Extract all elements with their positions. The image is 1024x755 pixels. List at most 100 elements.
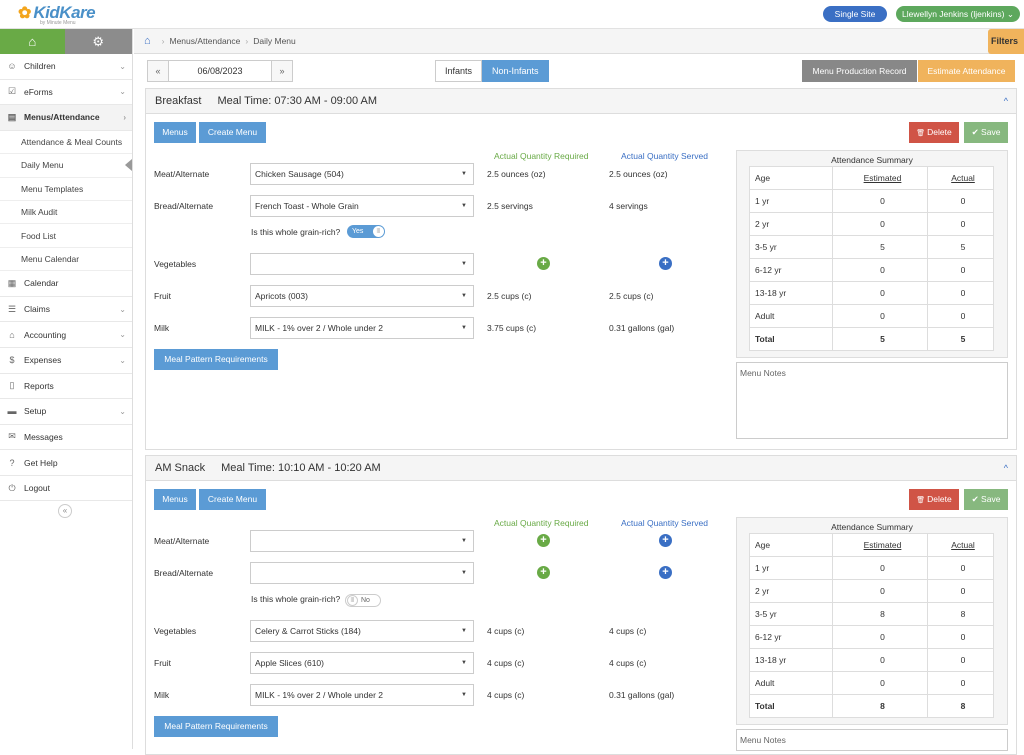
menu-production-record-button[interactable]: Menu Production Record [802,60,917,82]
sidebar-subitem-food-list[interactable]: Food List [0,224,132,248]
add-required-quantity-icon[interactable]: + [537,257,550,270]
whole-grain-toggle[interactable]: ||| No [345,594,381,607]
chevron-icon: ⌄ [119,87,126,97]
qty-served-value: 0.31 gallons (gal) [609,690,675,700]
col-actual-header[interactable]: Actual [927,533,994,557]
estimated-cell: 5 [832,327,928,351]
col-estimated-header[interactable]: Estimated [832,533,928,557]
age-cell: 6-12 yr [749,625,833,649]
component-label: Bread/Alternate [154,568,214,578]
food-select[interactable]: ▼ [250,562,474,584]
estimated-cell: 5 [832,235,928,259]
sidebar-item-eforms[interactable]: ☑ eForms ⌄ [0,80,132,106]
breadcrumb-parent[interactable]: Menus/Attendance [169,36,241,46]
food-select[interactable]: MILK - 1% over 2 / Whole under 2 ▼ [250,684,474,706]
sidebar-item-reports[interactable]: ▯ Reports [0,374,132,400]
estimate-attendance-button[interactable]: Estimate Attendance [918,60,1015,82]
create-menu-button[interactable]: Create Menu [199,489,266,510]
settings-button[interactable]: ⚙ [64,29,132,54]
attendance-row: Total 5 5 [749,327,994,351]
food-select[interactable]: Chicken Sausage (504) ▼ [250,163,474,185]
qty-served-header: Actual Quantity Served [621,151,708,161]
sidebar-subitem-milk-audit[interactable]: Milk Audit [0,201,132,225]
next-date-button[interactable]: » [271,60,293,82]
whole-grain-toggle[interactable]: Yes ||| [347,225,385,238]
qty-required-value: 4 cups (c) [487,690,525,700]
add-served-quantity-icon[interactable]: + [659,257,672,270]
collapse-sidebar-button[interactable]: « [58,504,72,518]
sidebar-item-expenses[interactable]: $ Expenses ⌄ [0,348,132,374]
sidebar-item-get-help[interactable]: ? Get Help [0,450,132,476]
infants-tab[interactable]: Infants [435,60,483,82]
sidebar-subitem-attendance-meal-counts[interactable]: Attendance & Meal Counts [0,131,132,155]
dollar-icon: $ [9,355,15,366]
date-input[interactable]: 06/08/2023 [169,60,271,82]
check-circle-icon: ✔ [971,127,982,137]
collapse-caret-icon[interactable]: ^ [1003,463,1008,473]
component-label: Vegetables [154,259,197,269]
sidebar-item-claims[interactable]: ☰ Claims ⌄ [0,297,132,323]
create-menu-button[interactable]: Create Menu [199,122,266,143]
sidebar-item-menus-attendance[interactable]: ▤ Menus/Attendance › [0,105,132,131]
food-select[interactable]: Apricots (003) ▼ [250,285,474,307]
attendance-row: 6-12 yr 0 0 [749,625,994,649]
non-infants-tab[interactable]: Non-Infants [482,60,549,82]
toggle-yes-label: Yes [352,228,364,235]
sidebar-item-messages[interactable]: ✉ Messages [0,425,132,451]
sidebar-item-label: Logout [24,483,50,494]
add-served-quantity-icon[interactable]: + [659,566,672,579]
food-select[interactable]: ▼ [250,530,474,552]
prev-date-button[interactable]: « [147,60,169,82]
col-age-header: Age [749,533,833,557]
delete-button[interactable]: 🗑 Delete [909,122,959,143]
food-select[interactable]: French Toast - Whole Grain ▼ [250,195,474,217]
sidebar-item-calendar[interactable]: ▦ Calendar [0,271,132,297]
col-actual-header[interactable]: Actual [927,166,994,190]
collapse-caret-icon[interactable]: ^ [1003,96,1008,106]
breadcrumb-home-icon[interactable]: ⌂ [144,35,151,47]
sidebar-item-logout[interactable]: ⏻ Logout [0,476,132,502]
checkbox-icon: ☑ [7,86,17,97]
sidebar-subitem-daily-menu[interactable]: Daily Menu [0,154,132,178]
whole-grain-question: Is this whole grain-rich? [251,594,341,604]
menu-notes-field[interactable]: Menu Notes [736,729,1008,751]
dropdown-arrow-icon: ▼ [461,171,467,177]
qty-served-header: Actual Quantity Served [621,518,708,528]
food-select[interactable]: Celery & Carrot Sticks (184) ▼ [250,620,474,642]
food-select[interactable]: ▼ [250,253,474,275]
add-required-quantity-icon[interactable]: + [537,566,550,579]
user-name: Llewellyn Jenkins (ljenkins) [901,9,1005,19]
sidebar-subitem-menu-templates[interactable]: Menu Templates [0,178,132,201]
home-button[interactable]: ⌂ [0,29,65,54]
save-button[interactable]: ✔ Save [964,489,1008,510]
meal-pattern-button[interactable]: Meal Pattern Requirements [154,349,278,370]
food-select[interactable]: Apple Slices (610) ▼ [250,652,474,674]
meal-pattern-button[interactable]: Meal Pattern Requirements [154,716,278,737]
add-required-quantity-icon[interactable]: + [537,534,550,547]
menus-button[interactable]: Menus [154,489,196,510]
kidkare-logo[interactable]: ✿ KidKare [18,3,96,23]
sidebar-item-accounting[interactable]: ⌂ Accounting ⌄ [0,322,132,348]
save-button[interactable]: ✔ Save [964,122,1008,143]
sidebar-item-label: Reports [24,380,54,391]
site-selector-button[interactable]: Single Site [823,6,887,22]
sidebar-item-children[interactable]: ☺ Children ⌄ [0,54,132,80]
sidebar-item-setup[interactable]: ▬ Setup ⌄ [0,399,132,425]
menu-notes-field[interactable]: Menu Notes [736,362,1008,439]
col-estimated-header[interactable]: Estimated [832,166,928,190]
dropdown-arrow-icon: ▼ [461,325,467,331]
breadcrumb-separator: › [161,36,165,46]
attendance-table: Age Estimated Actual 1 yr 0 0 2 yr 0 0 3-5 yr 5 5 6-… [749,166,994,351]
food-select-value: MILK - 1% over 2 / Whole under 2 [255,323,384,333]
qty-required-value: 3.75 cups (c) [487,323,537,333]
filters-button[interactable]: Filters ⌄ [988,29,1024,71]
col-age-label: Age [755,173,771,183]
user-menu-button[interactable]: Llewellyn Jenkins (ljenkins) ⌄ [896,6,1020,22]
sidebar-subitem-menu-calendar[interactable]: Menu Calendar [0,248,132,272]
delete-button[interactable]: 🗑 Delete [909,489,959,510]
add-served-quantity-icon[interactable]: + [659,534,672,547]
col-age-label: Age [755,540,771,550]
food-select[interactable]: MILK - 1% over 2 / Whole under 2 ▼ [250,317,474,339]
menus-button[interactable]: Menus [154,122,196,143]
age-cell: 13-18 yr [749,281,833,305]
